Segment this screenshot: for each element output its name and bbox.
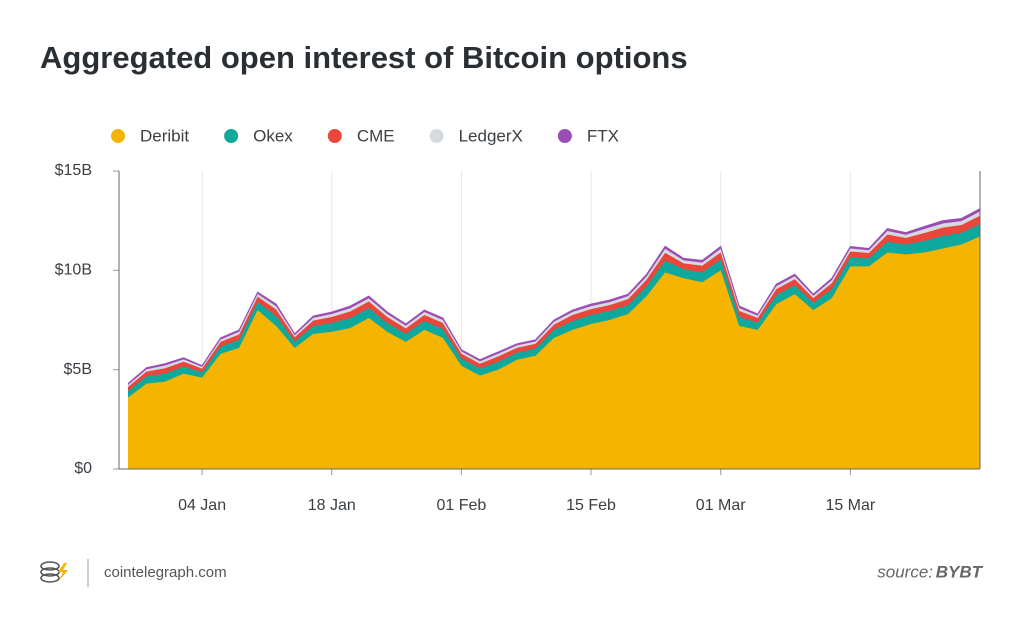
x-tick-label: 15 Mar bbox=[825, 497, 875, 514]
legend-swatch bbox=[327, 129, 342, 143]
legend-label: Deribit bbox=[140, 126, 189, 145]
area-edge bbox=[127, 208, 981, 384]
legend-label: FTX bbox=[587, 126, 619, 145]
legend-swatch bbox=[111, 129, 125, 143]
legend-swatch bbox=[224, 129, 239, 143]
chart-title: Aggregated open interest of Bitcoin opti… bbox=[40, 40, 688, 75]
legend-label: CME bbox=[357, 126, 395, 145]
x-tick-label: 01 Feb bbox=[436, 497, 486, 514]
logo bbox=[40, 559, 89, 587]
area-fill bbox=[128, 236, 980, 469]
legend-swatch bbox=[557, 129, 572, 143]
x-tick-label: 15 Feb bbox=[566, 497, 616, 514]
y-tick-label: $5B bbox=[64, 361, 92, 378]
legend-swatch bbox=[429, 129, 444, 143]
x-tick-label: 01 Mar bbox=[696, 497, 746, 514]
x-tick-label: 18 Jan bbox=[308, 497, 356, 514]
y-tick-label: $10B bbox=[55, 262, 92, 279]
source-label: source: bbox=[877, 562, 933, 581]
legend-label: LedgerX bbox=[459, 126, 523, 145]
y-tick-label: $15B bbox=[55, 162, 92, 179]
x-tick-label: 04 Jan bbox=[178, 497, 226, 514]
brand: cointelegraph.com bbox=[104, 564, 227, 581]
source: BYBT bbox=[936, 562, 984, 581]
y-tick-label: $0 bbox=[74, 460, 92, 477]
legend-label: Okex bbox=[253, 126, 293, 145]
